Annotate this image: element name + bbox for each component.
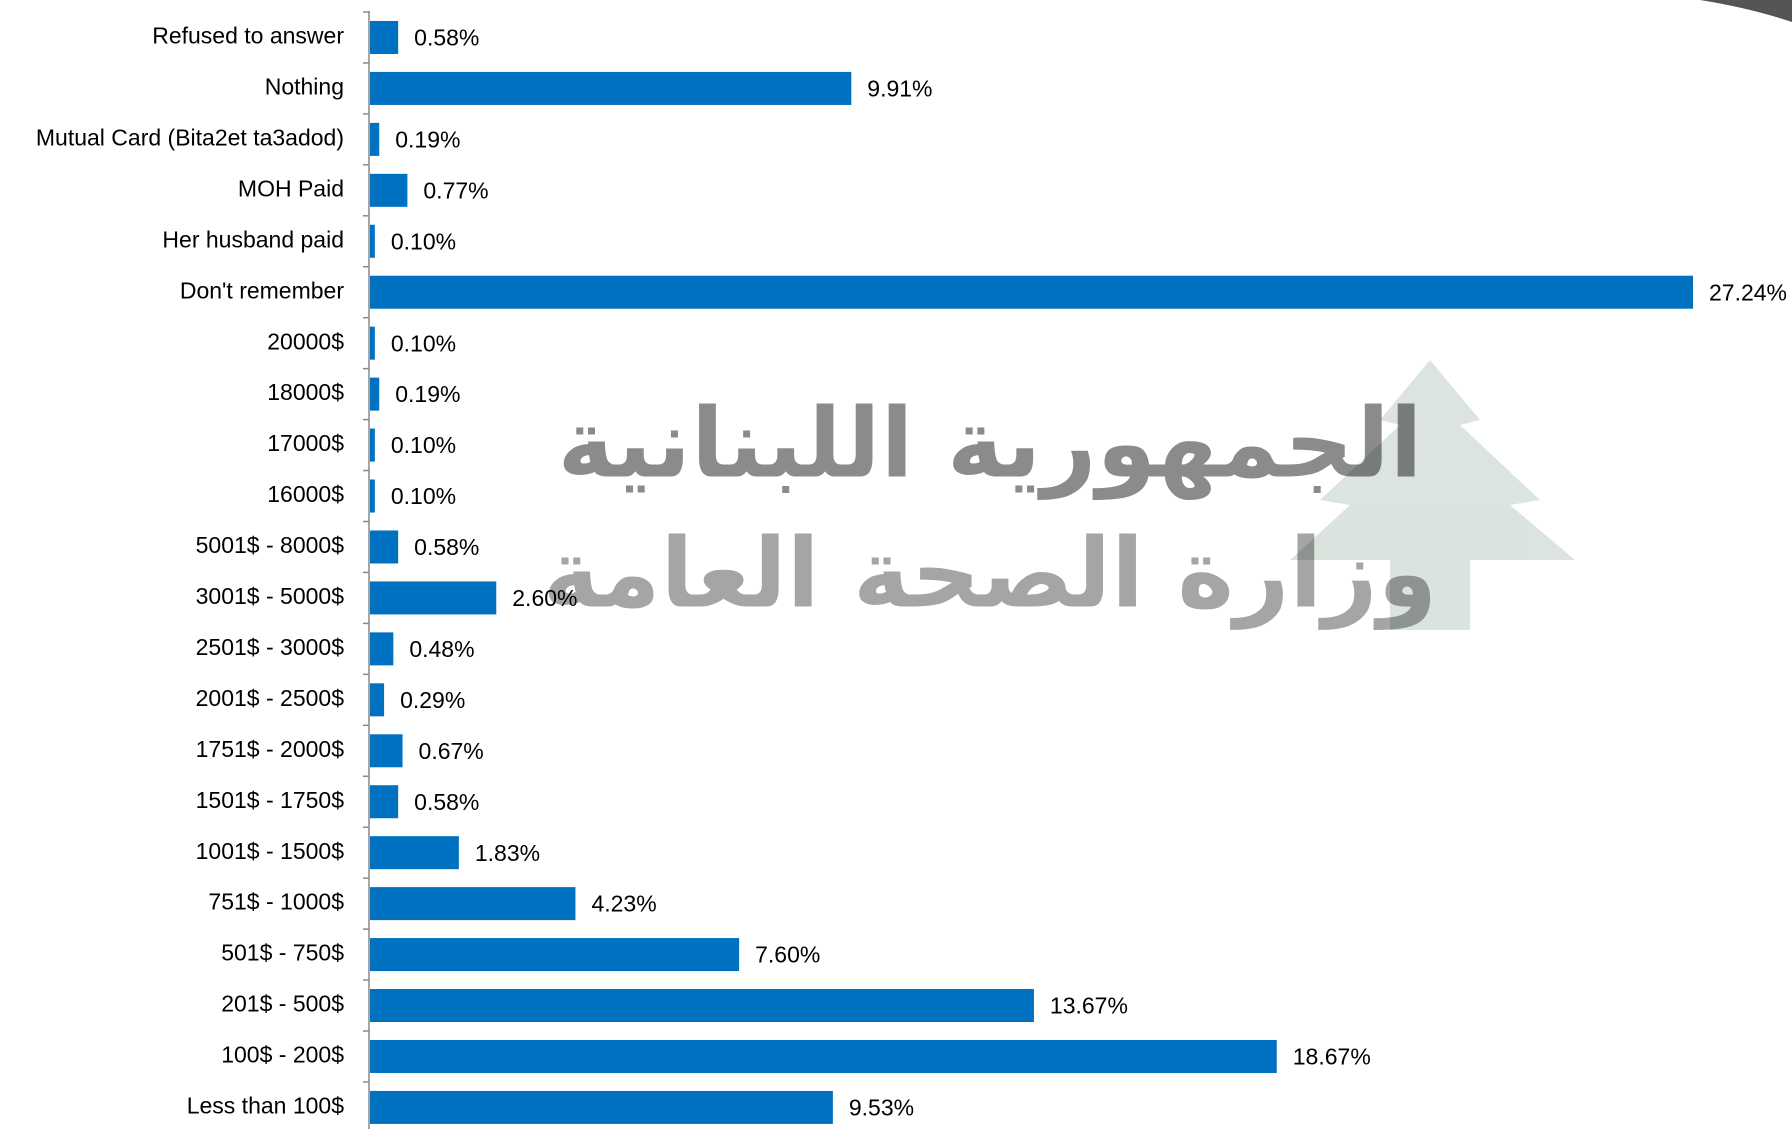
bar bbox=[370, 275, 1693, 309]
data-label: 0.58% bbox=[414, 789, 479, 815]
bar bbox=[370, 1039, 1277, 1073]
cedar bbox=[1290, 360, 1575, 560]
data-label: 1.83% bbox=[475, 840, 540, 866]
y-tick-label: 201$ - 500$ bbox=[221, 991, 344, 1017]
data-label: 0.48% bbox=[409, 636, 474, 662]
data-label: 0.67% bbox=[419, 738, 484, 764]
y-tick-label: 17000$ bbox=[267, 430, 344, 456]
y-tick-label: MOH Paid bbox=[238, 175, 344, 201]
watermark-text: الجمهورية اللبنانية bbox=[557, 387, 1422, 500]
bar bbox=[370, 122, 380, 156]
data-label: 0.77% bbox=[423, 177, 488, 203]
y-tick-label: Her husband paid bbox=[162, 226, 344, 252]
bar bbox=[370, 836, 459, 870]
bar bbox=[370, 989, 1034, 1023]
bar bbox=[370, 20, 399, 54]
cedar-trunk bbox=[1390, 560, 1470, 630]
data-label: 7.60% bbox=[755, 942, 820, 968]
bar bbox=[370, 479, 375, 513]
y-tick-label: Less than 100$ bbox=[187, 1093, 345, 1119]
y-tick-label: 5001$ - 8000$ bbox=[196, 532, 345, 558]
data-label: 0.19% bbox=[395, 126, 460, 152]
y-tick-label: Mutual Card (Bita2et ta3adod) bbox=[36, 124, 344, 150]
bar bbox=[370, 326, 375, 360]
bar bbox=[370, 377, 380, 411]
y-tick-label: 501$ - 750$ bbox=[221, 940, 344, 966]
bar bbox=[370, 581, 497, 615]
data-label: 2.60% bbox=[512, 585, 577, 611]
y-tick-label: 2501$ - 3000$ bbox=[196, 634, 345, 660]
bar bbox=[370, 632, 394, 666]
bar bbox=[370, 530, 399, 564]
y-tick-label: 20000$ bbox=[267, 328, 344, 354]
data-label: 4.23% bbox=[591, 891, 656, 917]
y-tick-label: Refused to answer bbox=[152, 23, 344, 49]
data-label: 0.10% bbox=[391, 330, 456, 356]
data-label: 13.67% bbox=[1050, 993, 1128, 1019]
data-label: 0.58% bbox=[414, 25, 479, 51]
y-tick-label: 1001$ - 1500$ bbox=[196, 838, 345, 864]
data-label: 0.58% bbox=[414, 534, 479, 560]
corner-decoration bbox=[1700, 0, 1792, 22]
bar bbox=[370, 173, 408, 207]
data-label: 18.67% bbox=[1293, 1044, 1371, 1070]
y-tick-label: 3001$ - 5000$ bbox=[196, 583, 345, 609]
data-label: 0.29% bbox=[400, 687, 465, 713]
data-label: 0.10% bbox=[391, 483, 456, 509]
data-label: 0.10% bbox=[391, 228, 456, 254]
data-label: 27.24% bbox=[1709, 279, 1787, 305]
bar bbox=[370, 734, 403, 768]
bar bbox=[370, 887, 576, 921]
watermark-text: وزارة الصحة العامة bbox=[543, 517, 1437, 630]
y-tick-label: 16000$ bbox=[267, 481, 344, 507]
y-tick-label: 1751$ - 2000$ bbox=[196, 736, 345, 762]
y-tick-label: Nothing bbox=[265, 74, 344, 100]
bar bbox=[370, 71, 852, 105]
data-label: 9.53% bbox=[849, 1095, 914, 1121]
bar bbox=[370, 683, 385, 717]
y-tick-label: 751$ - 1000$ bbox=[208, 889, 344, 915]
y-tick-label: 1501$ - 1750$ bbox=[196, 787, 345, 813]
bar bbox=[370, 938, 740, 972]
bar bbox=[370, 785, 399, 819]
data-label: 0.10% bbox=[391, 432, 456, 458]
bar bbox=[370, 224, 375, 258]
y-tick-label: 2001$ - 2500$ bbox=[196, 685, 345, 711]
watermark-emblem bbox=[1290, 360, 1575, 630]
y-tick-label: 100$ - 200$ bbox=[221, 1042, 344, 1068]
y-tick-label: 18000$ bbox=[267, 379, 344, 405]
data-label: 9.91% bbox=[867, 76, 932, 102]
data-label: 0.19% bbox=[395, 381, 460, 407]
y-tick-label: Don't remember bbox=[180, 277, 345, 303]
bar bbox=[370, 1090, 833, 1124]
bar bbox=[370, 428, 375, 462]
